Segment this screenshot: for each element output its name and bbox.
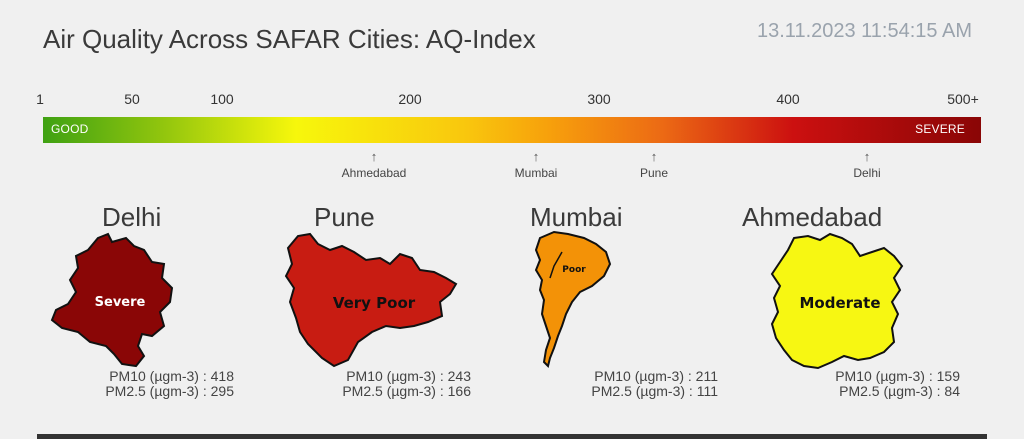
scale-tick: 200 <box>398 91 422 107</box>
pm25-value: PM2.5 (µgm-3) : 166 <box>342 383 471 399</box>
good-label: GOOD <box>51 122 89 136</box>
timestamp: 13.11.2023 11:54:15 AM <box>757 20 972 42</box>
pm-readings-mumbai: PM10 (µgm-3) : 211 PM2.5 (µgm-3) : 111 <box>591 369 718 399</box>
marker-delhi: ↑ Delhi <box>853 150 880 180</box>
city-name-mumbai: Mumbai <box>530 202 623 232</box>
marker-ahmedabad: ↑ Ahmedabad <box>342 150 407 180</box>
scale-tick: 300 <box>587 91 611 107</box>
severe-label: SEVERE <box>915 122 965 136</box>
scale-tick: 1 <box>36 91 44 107</box>
city-name-pune: Pune <box>314 202 375 232</box>
city-name-ahmedabad: Ahmedabad <box>742 202 883 232</box>
scale-tick: 100 <box>210 91 234 107</box>
up-arrow-icon: ↑ <box>863 149 871 164</box>
category-label: Moderate <box>799 294 880 312</box>
scale-tick: 400 <box>776 91 800 107</box>
scale-tick: 500+ <box>947 91 979 107</box>
marker-mumbai: ↑ Mumbai <box>515 150 558 180</box>
marker-label: Delhi <box>853 166 881 180</box>
city-name-delhi: Delhi <box>102 202 162 232</box>
pm-readings-ahmedabad: PM10 (µgm-3) : 159 PM2.5 (µgm-3) : 84 <box>835 369 960 399</box>
pm25-value: PM2.5 (µgm-3) : 84 <box>839 383 960 399</box>
pune-map[interactable]: Very Poor <box>282 232 458 368</box>
category-label: Very Poor <box>333 294 416 312</box>
pm10-value: PM10 (µgm-3) : 418 <box>109 368 234 384</box>
pm10-value: PM10 (µgm-3) : 211 <box>594 368 718 384</box>
footer-divider <box>37 434 987 439</box>
marker-label: Pune <box>639 166 669 180</box>
page-title: Air Quality Across SAFAR Cities: AQ-Inde… <box>43 24 536 54</box>
pm10-value: PM10 (µgm-3) : 159 <box>835 368 960 384</box>
pm25-value: PM2.5 (µgm-3) : 295 <box>105 383 234 399</box>
up-arrow-icon: ↑ <box>650 149 658 164</box>
pm-readings-delhi: PM10 (µgm-3) : 418 PM2.5 (µgm-3) : 295 <box>105 369 234 399</box>
ahmedabad-map[interactable]: Moderate <box>768 232 906 370</box>
marker-pune: ↑ Pune <box>640 150 668 180</box>
pm10-value: PM10 (µgm-3) : 243 <box>346 368 471 384</box>
mumbai-map[interactable]: Poor <box>532 230 612 368</box>
pm-readings-pune: PM10 (µgm-3) : 243 PM2.5 (µgm-3) : 166 <box>342 369 471 399</box>
scale-tick: 50 <box>124 91 140 107</box>
aqi-scale-bar: GOOD SEVERE <box>43 117 981 143</box>
pm25-value: PM2.5 (µgm-3) : 111 <box>591 383 718 399</box>
category-label: Poor <box>562 265 586 275</box>
up-arrow-icon: ↑ <box>532 149 540 164</box>
delhi-map[interactable]: Severe <box>48 232 178 368</box>
marker-label: Ahmedabad <box>341 166 407 180</box>
category-label: Severe <box>95 295 146 310</box>
marker-label: Mumbai <box>514 166 558 180</box>
up-arrow-icon: ↑ <box>370 149 378 164</box>
